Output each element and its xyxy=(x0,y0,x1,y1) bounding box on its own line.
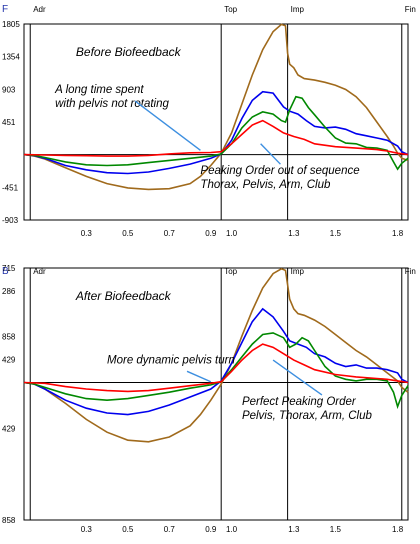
x-tick-label: 1.5 xyxy=(330,229,342,238)
y-tick-label: 429 xyxy=(2,424,16,433)
chart-title: Before Biofeedback xyxy=(76,45,182,59)
annotation-text: with pelvis not rotating xyxy=(55,98,169,110)
annotation-text: Thorax, Pelvis, Arm, Club xyxy=(200,179,331,191)
x-tick-label: 0.5 xyxy=(122,525,134,534)
x-tick-label: 1.3 xyxy=(288,525,300,534)
x-tick-label: 0.9 xyxy=(205,229,217,238)
event-label-top: Top xyxy=(224,5,237,14)
y-tick-label: 903 xyxy=(2,85,16,94)
y-tick-label: 715 xyxy=(2,264,16,273)
annotation-arrow xyxy=(272,359,323,396)
event-label-imp: Imp xyxy=(291,267,305,276)
x-tick-label: 1.3 xyxy=(288,229,300,238)
y-tick-label: 451 xyxy=(2,118,16,127)
x-tick-label: 0.9 xyxy=(205,525,217,534)
x-tick-label: 1.5 xyxy=(330,525,342,534)
series-line-3 xyxy=(23,95,409,171)
x-tick-label: 0.3 xyxy=(81,229,93,238)
x-tick-label: 1.8 xyxy=(392,525,404,534)
y-tick-label: 1354 xyxy=(2,53,20,62)
annotation-arrow xyxy=(134,100,201,151)
event-label-top: Top xyxy=(224,267,237,276)
series-line-4 xyxy=(23,343,409,393)
event-label-adr: Adr xyxy=(33,267,46,276)
annotation-text: Peaking Order out of sequence xyxy=(200,165,359,177)
event-label-imp: Imp xyxy=(291,5,305,14)
series-line-3 xyxy=(23,332,409,410)
series-line-2 xyxy=(23,307,409,416)
x-tick-label: 1.0 xyxy=(226,525,238,534)
event-label-adr: Adr xyxy=(33,5,46,14)
series-line-1 xyxy=(23,23,409,191)
panel-letter: F xyxy=(2,4,8,15)
y-tick-label: 858 xyxy=(2,333,16,342)
y-tick-label: 858 xyxy=(2,516,16,525)
x-tick-label: 0.5 xyxy=(122,229,134,238)
y-tick-label: -451 xyxy=(2,183,19,192)
annotation-text: A long time spent xyxy=(54,84,144,96)
y-tick-label: -903 xyxy=(2,216,19,225)
y-tick-label: 1805 xyxy=(2,20,20,29)
series-line-4 xyxy=(23,119,409,157)
x-tick-label: 0.7 xyxy=(164,525,176,534)
x-tick-label: 1.0 xyxy=(226,229,238,238)
plot-frame xyxy=(23,267,409,521)
annotation-arrow xyxy=(260,143,281,165)
chart-panel-1: Adr Top Imp Fin F 1805 1354 903 451 -451 -903 0.3 0.… xyxy=(2,4,416,238)
event-label-fin: Fin xyxy=(405,267,416,276)
plot-frame xyxy=(23,23,409,221)
x-tick-label: 1.8 xyxy=(392,229,404,238)
chart-title: After Biofeedback xyxy=(75,289,172,303)
annotation-arrow xyxy=(186,370,212,383)
panel-letter: B xyxy=(2,266,9,277)
series-line-1 xyxy=(23,267,409,443)
series-line-2 xyxy=(23,90,409,175)
x-tick-label: 0.7 xyxy=(164,229,176,238)
event-label-fin: Fin xyxy=(405,5,416,14)
annotation-text: Perfect Peaking Order xyxy=(242,396,357,408)
y-tick-label: 429 xyxy=(2,356,16,365)
y-tick-label: 286 xyxy=(2,287,16,296)
annotation-text: More dynamic pelvis turn xyxy=(107,354,235,366)
annotation-text: Pelvis, Thorax, Arm, Club xyxy=(242,410,373,422)
x-tick-label: 0.3 xyxy=(81,525,93,534)
